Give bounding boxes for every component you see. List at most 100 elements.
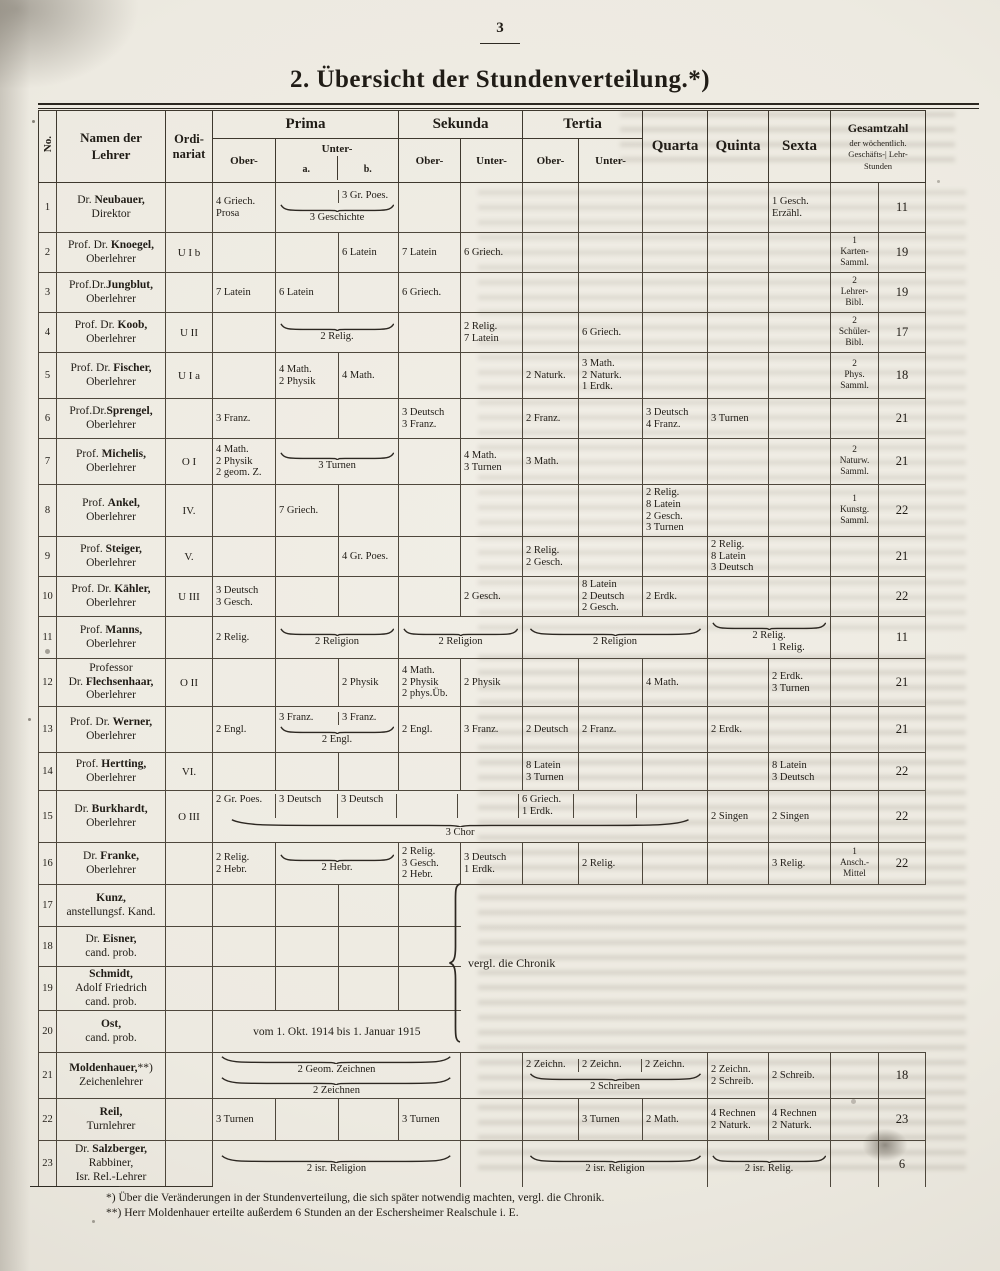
cell-content: 2 Physik <box>402 676 439 688</box>
cell-content: 3 Turnen <box>582 1113 620 1125</box>
cell-content: 6 Griech. <box>402 286 442 298</box>
merged-cell: 2 Religion <box>398 616 524 659</box>
cell-content: 1 Erdk. <box>522 805 553 817</box>
cell-content: 3 Chor <box>445 826 475 838</box>
teacher-name: Professor Dr. Flechsenhaar, Oberlehrer <box>56 658 166 707</box>
subject-cell: 4 Math. <box>337 352 400 399</box>
cell-content: 1 <box>852 494 857 505</box>
cell-content <box>530 629 700 636</box>
cell-content <box>280 854 395 862</box>
empty-cell <box>522 232 580 273</box>
merged-cell: 3 Turnen <box>274 438 400 485</box>
cell-content: Adolf Friedrich <box>75 981 147 994</box>
cell-content: 1 Erdk. <box>582 381 613 393</box>
cell-content: cand. prob. <box>85 995 137 1008</box>
col-header-prima: Prima <box>211 110 400 139</box>
teacher-name: Prof. Dr. Werner, Oberlehrer <box>56 706 166 753</box>
ordinariat <box>165 926 213 967</box>
subject-cell: 2 Erdk. 3 Turnen <box>768 658 832 707</box>
cell-content <box>222 1078 450 1085</box>
cell-content: cand. prob. <box>85 1031 137 1044</box>
total-cell: 22 <box>878 790 927 843</box>
cell-content: Prof. Michelis, <box>76 447 146 460</box>
row-number: 1 <box>38 182 57 233</box>
row-number: 18 <box>38 926 57 967</box>
table-row: 9 Prof. Steiger, Oberlehrer V. 4 Gr. Poes. 2 … <box>38 536 927 577</box>
empty-cell <box>768 536 832 577</box>
cell-content <box>277 190 338 203</box>
cell-content: Oberlehrer <box>86 332 136 345</box>
ordinariat <box>165 965 213 1012</box>
chronik-note: vergl. die Chronik <box>468 955 556 970</box>
teacher-name: Prof.Dr.Jungblut, Oberlehrer <box>56 272 166 313</box>
cell-content: Karten- <box>840 247 869 258</box>
empty-cell <box>707 752 770 791</box>
subject-cell: 2 Erdk. <box>642 576 709 617</box>
empty-cell <box>642 706 709 753</box>
cell-content: 2 Zeichn. <box>711 1064 751 1076</box>
total-cell: 23 <box>878 1098 927 1142</box>
cell-content: 2 Relig. <box>464 320 498 332</box>
duty-cell <box>830 706 880 753</box>
ordinariat <box>165 884 213 927</box>
duty-cell: 1 Kunstg. Samml. <box>830 484 880 537</box>
empty-cell <box>642 232 709 273</box>
ordinariat <box>165 1098 213 1142</box>
cell-content: Prof. Dr. Knoegel, <box>68 238 154 251</box>
empty-cell <box>460 1052 524 1100</box>
subject-cell: 2 Relig. 3 Gesch. 2 Hebr. <box>398 842 462 885</box>
row-number: 22 <box>38 1098 57 1142</box>
cell-content: Neubauer, <box>94 193 145 206</box>
cell-content: 2 Physik <box>216 455 253 467</box>
col-header-sekunda: Sekunda <box>398 110 524 139</box>
ordinariat: V. <box>165 536 213 577</box>
empty-cell <box>212 232 276 273</box>
col-header-quinta: Quinta <box>707 110 770 183</box>
cell-content: 3 Turnen <box>646 522 684 534</box>
cell-content <box>396 794 457 818</box>
subject-cell: 3 Deutsch 3 Gesch. <box>212 576 276 617</box>
footnote-rule <box>30 1186 119 1187</box>
empty-cell <box>707 232 770 273</box>
cell-content: 7 Latein <box>216 286 251 298</box>
paper-edge-shadow <box>0 0 30 1271</box>
ordinariat: VI. <box>165 752 213 791</box>
cell-content: Kunstg. <box>839 505 870 516</box>
cell-content: Samml. <box>840 257 869 268</box>
merged-cell: 2 isr. Relig. <box>707 1140 832 1187</box>
duty-cell: 2 Phys. Samml. <box>830 352 880 399</box>
cell-content: Koob, <box>117 318 148 331</box>
empty-cell <box>212 536 276 577</box>
footnote-2: **) Herr Moldenhauer erteilte außerdem 6… <box>106 1206 519 1219</box>
cell-content: nariat <box>172 146 206 161</box>
cell-content: Franke, <box>100 849 139 862</box>
cell-content: 2 Zeichnen <box>313 1084 360 1096</box>
cell-content: 1 <box>852 847 857 858</box>
empty-cell <box>642 182 709 233</box>
cell-content: Schüler- <box>838 327 871 338</box>
empty-cell <box>275 398 339 439</box>
subject-cell: 2 Engl. <box>212 706 276 753</box>
subject-cell: 4 Math. <box>642 658 709 707</box>
subject-cell: 2 Physik <box>460 658 524 707</box>
teacher-name: Dr. Burkhardt, Oberlehrer <box>56 790 166 843</box>
cell-content: Oberlehrer <box>86 816 136 829</box>
cell-content: 7 Latein <box>402 246 437 258</box>
cell-content: Prof.Dr.Sprengel, <box>69 404 153 417</box>
empty-cell <box>398 536 462 577</box>
cell-content <box>403 628 519 636</box>
cell-content: 2 phys.Üb. <box>402 688 448 700</box>
ordinariat <box>165 1052 213 1100</box>
cell-content: Ordi- <box>174 131 204 146</box>
empty-cell <box>578 658 644 707</box>
cell-content: 2 Religion <box>438 635 483 647</box>
cell-content: Mittel <box>843 868 866 879</box>
row-number: 13 <box>38 706 57 753</box>
subject-cell: 4 Math. 3 Turnen <box>460 438 524 485</box>
subject-cell: 7 Latein <box>212 272 276 313</box>
cell-content <box>636 794 700 818</box>
cell-content <box>220 1056 452 1064</box>
merged-cell: 2 isr. Religion <box>211 1140 462 1187</box>
teacher-name: Kunz, anstellungsf. Kand. <box>56 884 166 927</box>
empty-cell <box>707 576 770 617</box>
